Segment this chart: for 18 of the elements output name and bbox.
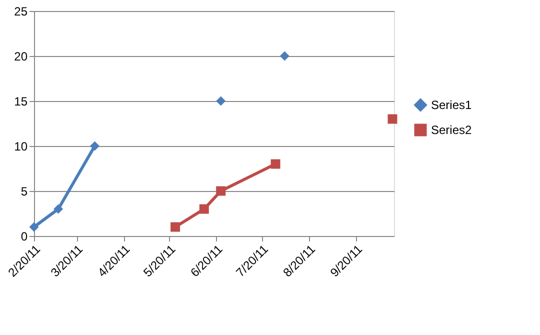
- point: [280, 51, 290, 61]
- y-tick-label: 5: [20, 184, 28, 198]
- y-tick-label: 15: [14, 94, 28, 108]
- point: [90, 141, 100, 151]
- legend-label: Series1: [431, 98, 472, 112]
- point: [216, 186, 226, 196]
- point: [388, 114, 398, 124]
- point: [29, 222, 39, 232]
- y-tick-label: 10: [14, 140, 28, 154]
- y-tick-label: 20: [14, 50, 28, 64]
- legend-label: Series2: [431, 123, 472, 137]
- point: [216, 96, 226, 106]
- point: [54, 204, 64, 214]
- y-tick-label: 0: [20, 230, 28, 244]
- point: [270, 159, 280, 169]
- point: [199, 204, 209, 214]
- y-tick-label: 25: [14, 4, 28, 18]
- point: [170, 222, 180, 232]
